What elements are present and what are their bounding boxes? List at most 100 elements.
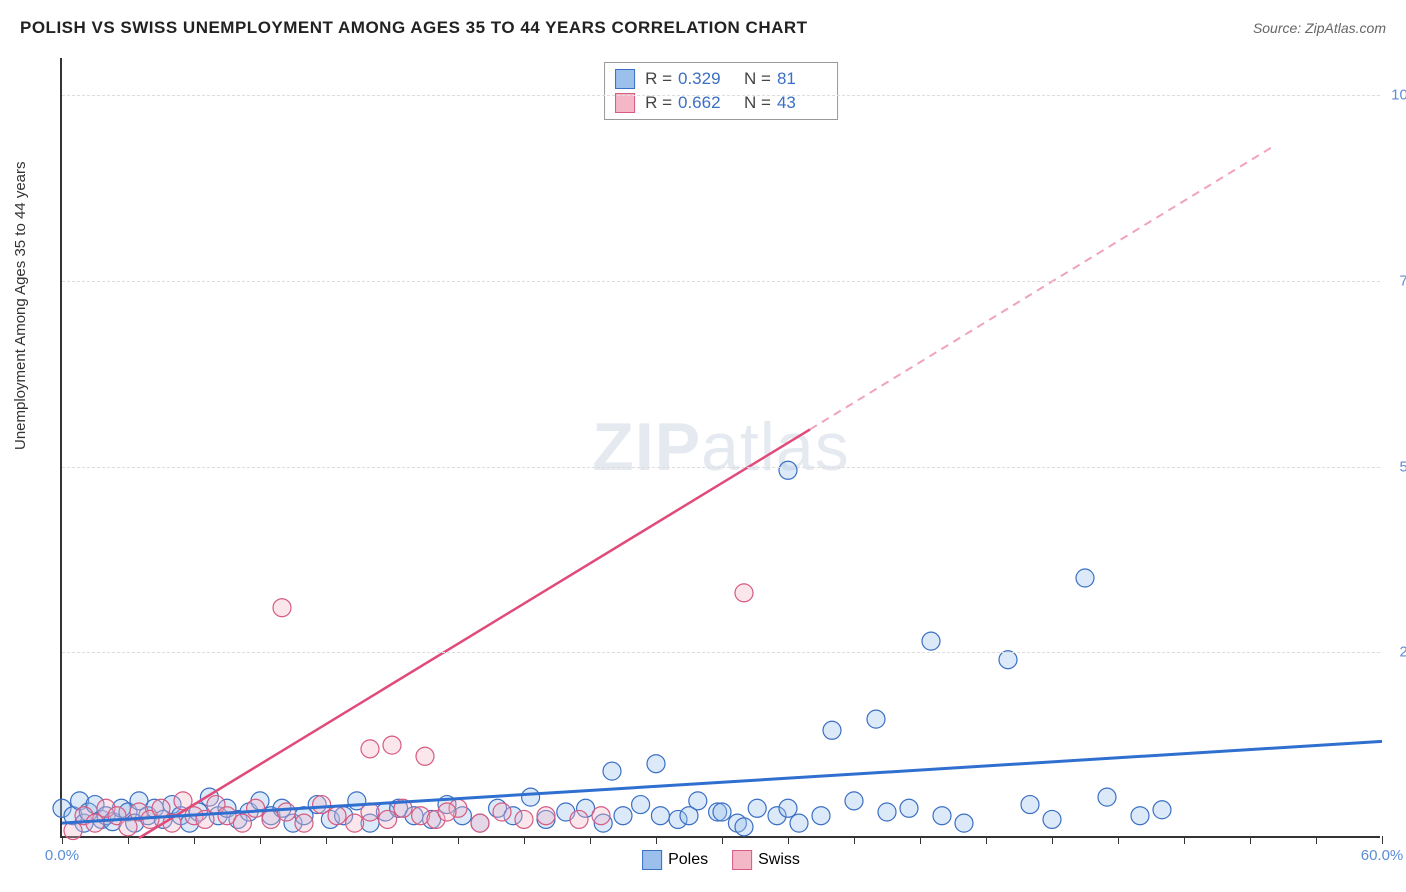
data-point [515,810,533,828]
x-tick-label: 0.0% [45,847,79,864]
data-point [779,461,797,479]
data-point [651,807,669,825]
data-point [1153,801,1171,819]
stats-box: R =0.329N =81R =0.662N =43 [604,62,838,120]
stat-r-label: R = [645,69,672,89]
data-point [471,814,489,832]
data-point [632,796,650,814]
x-tick [1118,836,1119,844]
data-point [845,792,863,810]
data-point [1098,788,1116,806]
gridline-h [62,652,1380,653]
data-point [361,740,379,758]
gridline-h [62,95,1380,96]
x-tick [128,836,129,844]
title-bar: POLISH VS SWISS UNEMPLOYMENT AMONG AGES … [20,18,1386,38]
gridline-h [62,281,1380,282]
y-tick-label: 50.0% [1399,458,1406,475]
data-point [680,807,698,825]
y-axis-label: Unemployment Among Ages 35 to 44 years [12,161,29,450]
data-point [537,807,555,825]
data-point [346,814,364,832]
data-point [713,803,731,821]
stat-n-value: 81 [777,69,827,89]
data-point [823,721,841,739]
stats-swatch [615,69,635,89]
x-tick-label: 60.0% [1361,847,1404,864]
data-point [1131,807,1149,825]
data-point [277,803,295,821]
data-point [779,799,797,817]
trend-line [139,429,810,838]
x-tick [590,836,591,844]
data-point [233,814,251,832]
x-tick [920,836,921,844]
legend-label: Swiss [758,851,800,869]
data-point [1043,810,1061,828]
x-tick [194,836,195,844]
x-tick [788,836,789,844]
x-tick [326,836,327,844]
data-point [295,814,313,832]
data-point [570,810,588,828]
y-tick-label: 75.0% [1399,272,1406,289]
trend-line [810,147,1272,429]
data-point [603,762,621,780]
data-point [379,810,397,828]
data-point [900,799,918,817]
bottom-legend: Poles Swiss [642,850,800,870]
x-tick [1184,836,1185,844]
data-point [867,710,885,728]
data-point [416,747,434,765]
data-point [592,807,610,825]
x-tick [62,836,63,844]
legend-swatch [642,850,662,870]
x-tick [392,836,393,844]
chart-title: POLISH VS SWISS UNEMPLOYMENT AMONG AGES … [20,18,808,38]
x-tick [260,836,261,844]
stat-r-value: 0.329 [678,69,728,89]
data-point [328,807,346,825]
data-point [1076,569,1094,587]
data-point [383,736,401,754]
stat-n-label: N = [744,69,771,89]
legend-item: Swiss [732,850,800,870]
data-point [922,632,940,650]
data-point [273,599,291,617]
data-point [955,814,973,832]
x-tick [722,836,723,844]
data-point [313,796,331,814]
x-tick [854,836,855,844]
x-tick [1052,836,1053,844]
data-point [614,807,632,825]
stats-row: R = 0.329 N = 81 [615,67,827,91]
legend-label: Poles [668,851,708,869]
data-point [735,818,753,836]
data-point [812,807,830,825]
data-point [152,799,170,817]
x-tick [1250,836,1251,844]
data-point [1021,796,1039,814]
data-point [999,651,1017,669]
source-attribution: Source: ZipAtlas.com [1253,20,1386,36]
data-point [878,803,896,821]
chart-svg [62,58,1380,836]
data-point [86,814,104,832]
x-tick [1382,836,1383,844]
legend-item: Poles [642,850,708,870]
data-point [790,814,808,832]
data-point [933,807,951,825]
x-tick [986,836,987,844]
data-point [735,584,753,602]
data-point [522,788,540,806]
gridline-h [62,467,1380,468]
plot-area: ZIPatlas R =0.329N =81R =0.662N =43 Pole… [60,58,1380,838]
y-tick-label: 100.0% [1391,87,1406,104]
y-tick-label: 25.0% [1399,644,1406,661]
x-tick [524,836,525,844]
x-tick [1316,836,1317,844]
data-point [493,803,511,821]
data-point [438,803,456,821]
legend-swatch [732,850,752,870]
x-tick [656,836,657,844]
